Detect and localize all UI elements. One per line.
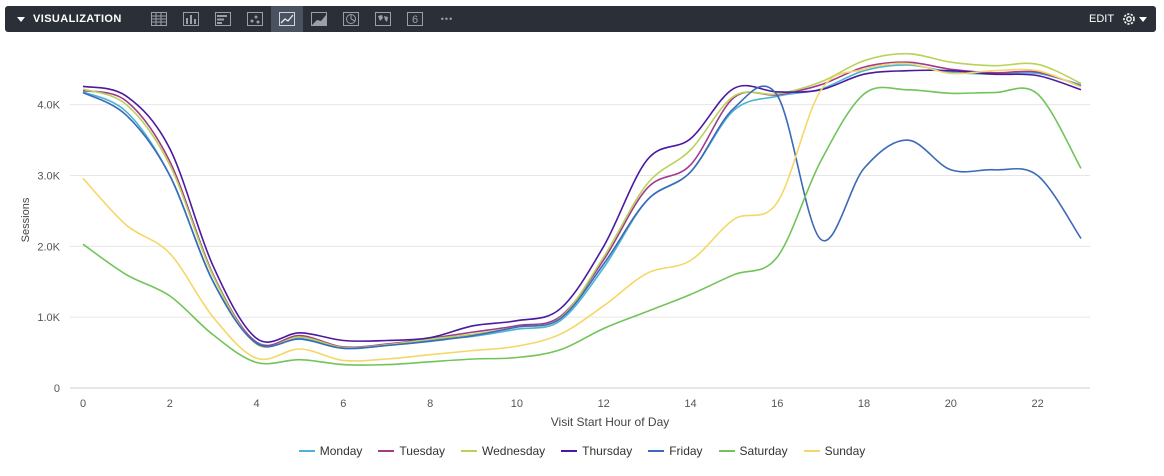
legend-swatch (298, 450, 315, 452)
x-tick-label: 0 (80, 398, 86, 410)
visualization-toolbar: VISUALIZATION 6 ••• E (5, 6, 1156, 32)
legend-item-wednesday[interactable]: Wednesday (461, 444, 545, 458)
x-tick-label: 2 (167, 398, 173, 410)
legend-label: Tuesday (399, 444, 446, 458)
y-axis-label: Sessions (20, 197, 32, 242)
y-tick-label: 4.0K (37, 100, 60, 112)
edit-button[interactable]: EDIT (1089, 13, 1115, 25)
legend-swatch (803, 450, 820, 452)
legend-item-tuesday[interactable]: Tuesday (378, 444, 445, 458)
more-icon[interactable]: ••• (431, 6, 463, 32)
series-line-sunday (82, 62, 1082, 362)
column-chart-icon[interactable] (175, 6, 207, 32)
series-line-wednesday (82, 52, 1082, 349)
x-tick-label: 16 (771, 398, 783, 410)
collapse-caret-icon[interactable] (17, 16, 25, 22)
gear-icon[interactable] (1121, 11, 1137, 27)
single-value-glyph: 6 (412, 14, 418, 26)
x-tick-label: 10 (511, 398, 523, 410)
x-tick-label: 20 (945, 398, 957, 410)
pie-chart-icon[interactable] (335, 6, 367, 32)
legend-label: Sunday (824, 444, 866, 458)
chevron-down-icon[interactable] (1139, 16, 1147, 22)
x-tick-label: 6 (340, 398, 346, 410)
series-lines (82, 52, 1082, 366)
x-axis-label: Visit Start Hour of Day (551, 415, 670, 429)
legend-label: Saturday (739, 444, 788, 458)
x-tick-label: 8 (427, 398, 433, 410)
x-tick-label: 18 (858, 398, 870, 410)
legend-label: Wednesday (482, 444, 546, 458)
visualization-toggle[interactable]: VISUALIZATION (17, 6, 122, 32)
settings-menu[interactable] (1121, 10, 1147, 28)
x-axis-ticks: 0 2 4 6 8 10 12 14 16 18 20 22 (80, 398, 1044, 410)
toolbar-title: VISUALIZATION (33, 13, 122, 25)
legend-item-monday[interactable]: Monday (298, 444, 363, 458)
legend-item-thursday[interactable]: Thursday (561, 444, 632, 458)
legend-swatch (461, 450, 478, 452)
y-tick-label: 2.0K (37, 241, 60, 253)
y-axis-ticks: 0 1.0K 2.0K 3.0K 4.0K (37, 100, 60, 395)
scatter-icon[interactable] (239, 6, 271, 32)
x-tick-label: 14 (684, 398, 696, 410)
x-tick-label: 12 (598, 398, 610, 410)
legend-label: Thursday (582, 444, 633, 458)
series-line-thursday (82, 69, 1082, 343)
x-tick-label: 22 (1031, 398, 1043, 410)
line-chart-icon[interactable] (271, 6, 303, 32)
single-value-icon[interactable]: 6 (399, 6, 431, 32)
y-tick-label: 0 (54, 383, 60, 395)
legend-swatch (561, 450, 578, 452)
map-icon[interactable] (367, 6, 399, 32)
visualization-type-icons: 6 ••• (143, 6, 463, 32)
legend-label: Friday (669, 444, 703, 458)
grid-lines (70, 104, 1090, 389)
legend-swatch (648, 450, 665, 452)
chart-legend: Monday Tuesday Wednesday Thursday Friday Satu… (0, 444, 1164, 458)
bar-chart-icon[interactable] (207, 6, 239, 32)
sessions-line-chart: 0 1.0K 2.0K 3.0K 4.0K 0 2 4 6 8 10 12 14 16 18 20 22 Vi… (20, 52, 1090, 429)
legend-item-sunday[interactable]: Sunday (803, 444, 866, 458)
x-tick-label: 4 (254, 398, 260, 410)
legend-item-friday[interactable]: Friday (648, 444, 703, 458)
area-chart-icon[interactable] (303, 6, 335, 32)
series-line-saturday (82, 86, 1082, 366)
y-tick-label: 3.0K (37, 171, 60, 183)
legend-swatch (718, 450, 735, 452)
legend-item-saturday[interactable]: Saturday (718, 444, 788, 458)
table-icon[interactable] (143, 6, 175, 32)
more-glyph: ••• (440, 14, 454, 24)
series-line-friday (82, 85, 1082, 350)
y-tick-label: 1.0K (37, 312, 60, 324)
legend-swatch (378, 450, 395, 452)
legend-label: Monday (319, 444, 363, 458)
